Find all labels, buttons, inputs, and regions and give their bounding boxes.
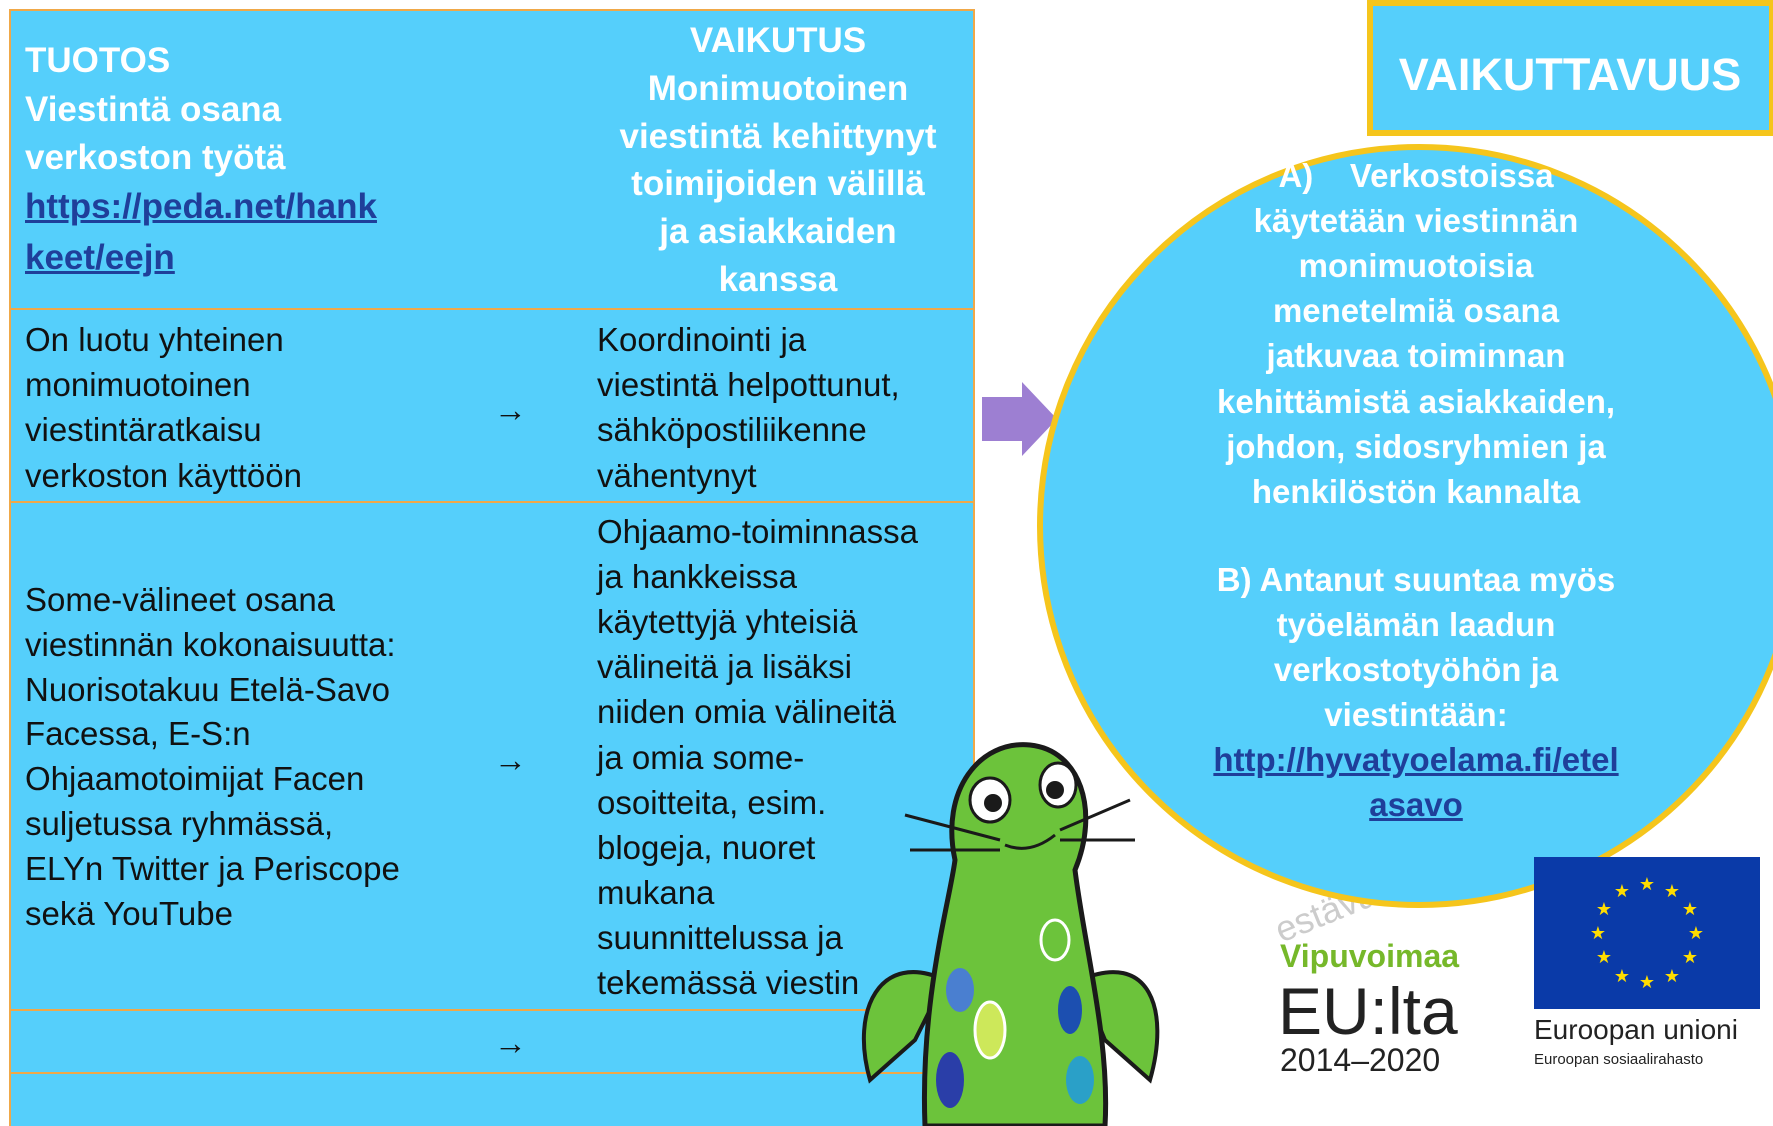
cell-text: suunnittelussa ja (597, 918, 843, 956)
header-text: toimijoiden välillä (631, 164, 925, 204)
circle-text: menetelmiä osana (1272, 292, 1560, 330)
header-text: kanssa (718, 260, 838, 299)
link[interactable]: http://hyvatyoelama.fi/etel (1213, 741, 1619, 778)
circle-text: viestintään: (1324, 696, 1508, 734)
cell-text: sekä YouTube (25, 894, 233, 932)
logo-text: 2014–2020 (1280, 1042, 1441, 1078)
cell-text: monimuotoinen (25, 366, 251, 404)
svg-text:★: ★ (1614, 966, 1630, 986)
svg-text:★: ★ (1596, 899, 1612, 919)
svg-text:★: ★ (1639, 972, 1655, 992)
logo-text: Euroopan unioni (1534, 1014, 1738, 1045)
svg-text:★: ★ (1664, 966, 1680, 986)
cell-text: tekemässä viestin (597, 964, 860, 1001)
cell-text: ja hankkeissa (597, 558, 797, 596)
svg-text:★: ★ (1688, 923, 1704, 943)
cell-text: viestintä helpottunut, (597, 366, 900, 404)
svg-text:★: ★ (1614, 881, 1630, 901)
arrow: → (494, 391, 527, 428)
header-text: viestintä kehittynyt (619, 116, 937, 156)
cell-text: On luotu yhteinen (25, 321, 284, 358)
svg-text:★: ★ (1596, 947, 1612, 967)
header-row (9, 9, 975, 310)
arrow-right (982, 382, 1057, 456)
circle-text: kehittämistä asiakkaiden, (1216, 382, 1616, 420)
cell-text: viestintäratkaisu (25, 411, 262, 449)
circle-text: monimuotoisia (1298, 247, 1534, 285)
circle-text: verkostotyöhön ja (1273, 651, 1559, 689)
circle-text: A) Verkostoissa (1278, 157, 1554, 194)
link[interactable]: asavo (1369, 786, 1463, 824)
circle-text: henkilöstön kannalta (1251, 472, 1581, 510)
row (9, 1072, 975, 1126)
cell-text: ELYn Twitter ja Periscope (25, 849, 400, 887)
cell-text: niiden omia välineitä (597, 693, 897, 731)
impact-title: VAIKUTTAVUUS (1398, 49, 1742, 100)
cell-text: välineitä ja lisäksi (597, 648, 852, 686)
logo-text: Euroopan sosiaalirahasto (1534, 1051, 1704, 1068)
cell-text: ja omia some- (597, 738, 805, 776)
svg-text:★: ★ (1639, 874, 1655, 894)
circle-text: työelämän laadun (1276, 606, 1556, 644)
cell-text: osoitteita, esim. (597, 783, 827, 821)
title-box (1367, 0, 1773, 136)
cell-text: Koordinointi ja (597, 321, 807, 358)
arrow: → (494, 741, 527, 778)
cell-text: blogeja, nuoret (597, 828, 816, 866)
eu-flag (1534, 857, 1760, 1009)
link[interactable]: keet/eejn (25, 238, 175, 277)
cell-text: käytettyjä yhteisiä (597, 603, 858, 641)
circle-text: johdon, sidosryhmien ja (1226, 427, 1606, 465)
cell-text: mukana (597, 873, 715, 911)
eu-stars: ★★★ ★ ★ ★★ ★ ★ ★★ ★ (1590, 874, 1704, 992)
cell-text: viestinnän kokonaisuutta: (25, 625, 396, 663)
cell-text: Some-välineet osana (25, 581, 336, 618)
cell-text: Ohjaamo-toiminnassa (597, 513, 918, 550)
header-text: Monimuotoinen (647, 68, 909, 108)
arrow: → (494, 1024, 527, 1061)
circle-text: jatkuvaa toiminnan (1266, 337, 1566, 375)
impact-circle (1037, 144, 1773, 908)
cell-text: suljetussa ryhmässä, (25, 805, 334, 842)
header-text: TUOTOS (25, 41, 171, 80)
logo-text: Vipuvoimaa (1280, 938, 1460, 974)
circle-text: B) Antanut suuntaa myös (1216, 561, 1616, 598)
circle-text: käytetään viestinnän (1253, 202, 1579, 240)
row (9, 308, 975, 503)
cell-text: vähentynyt (597, 456, 757, 494)
cell-text: Ohjaamotoimijat Facen (25, 760, 365, 798)
header-text: VAIKUTUS (689, 21, 867, 60)
mascot (861, 742, 1160, 1126)
svg-text:★: ★ (1590, 923, 1606, 943)
logo-text: EU:lta (1278, 974, 1458, 1048)
svg-text:★: ★ (1682, 947, 1698, 967)
cell-text: Facessa, E-S:n (25, 715, 251, 753)
cell-text: Nuorisotakuu Etelä-Savo (25, 670, 391, 708)
header-text: Viestintä osana (25, 89, 282, 129)
header-text: ja asiakkaiden (659, 212, 897, 252)
svg-text:★: ★ (1682, 899, 1698, 919)
header-text: verkoston työtä (25, 138, 286, 177)
link[interactable]: https://peda.net/hank (25, 187, 377, 226)
svg-text:★: ★ (1664, 881, 1680, 901)
row (9, 1009, 975, 1074)
cell-text: sähköpostiliikenne (597, 411, 867, 449)
cell-text: verkoston käyttöön (25, 456, 302, 494)
